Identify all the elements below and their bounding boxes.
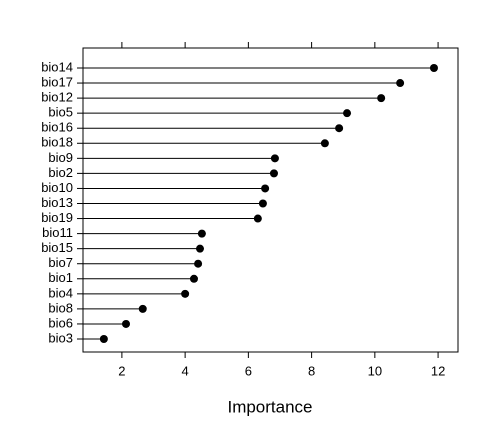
dot: [253, 214, 262, 223]
y-tick-label: bio16: [41, 120, 73, 135]
y-tick-label: bio9: [48, 150, 73, 165]
y-tick-label: bio18: [41, 135, 73, 150]
dot: [320, 139, 329, 148]
dot: [194, 259, 203, 268]
y-tick-label: bio14: [41, 59, 73, 74]
dot: [197, 229, 206, 238]
x-tick-label: 8: [308, 363, 315, 378]
y-tick-label: bio4: [48, 285, 73, 300]
dot: [195, 244, 204, 253]
x-tick-label: 4: [182, 363, 189, 378]
dot: [99, 335, 108, 343]
dot: [261, 184, 270, 193]
x-tick-label: 12: [431, 363, 445, 378]
y-tick-label: bio17: [41, 74, 73, 89]
y-tick-label: bio12: [41, 90, 73, 105]
y-tick-label: bio6: [48, 315, 73, 330]
dot: [189, 274, 198, 283]
dot: [270, 154, 279, 163]
dot: [377, 94, 386, 103]
y-tick-label: bio15: [41, 240, 73, 255]
y-tick-label: bio3: [48, 330, 73, 345]
y-tick-label: bio2: [48, 165, 73, 180]
y-tick-label: bio11: [42, 225, 73, 240]
dot: [335, 124, 344, 133]
x-tick-label: 6: [245, 363, 252, 378]
y-tick-label: bio5: [48, 105, 73, 120]
dot: [429, 64, 438, 72]
y-tick-label: bio7: [48, 255, 73, 270]
x-tick-label: 2: [118, 363, 125, 378]
y-tick-label: bio10: [41, 180, 73, 195]
y-tick-label: bio13: [41, 195, 73, 210]
y-tick-label: bio1: [48, 270, 73, 285]
x-tick-label: 10: [368, 363, 382, 378]
y-tick-label: bio8: [48, 300, 73, 315]
dot: [181, 289, 190, 298]
dot: [343, 109, 352, 118]
plot-frame: [82, 47, 459, 353]
dot: [122, 319, 131, 328]
y-tick-label: bio19: [41, 210, 73, 225]
dot: [138, 304, 147, 313]
dot: [258, 199, 267, 208]
dot: [269, 169, 278, 178]
x-axis-label: Importance: [227, 397, 312, 416]
dot: [396, 79, 405, 88]
